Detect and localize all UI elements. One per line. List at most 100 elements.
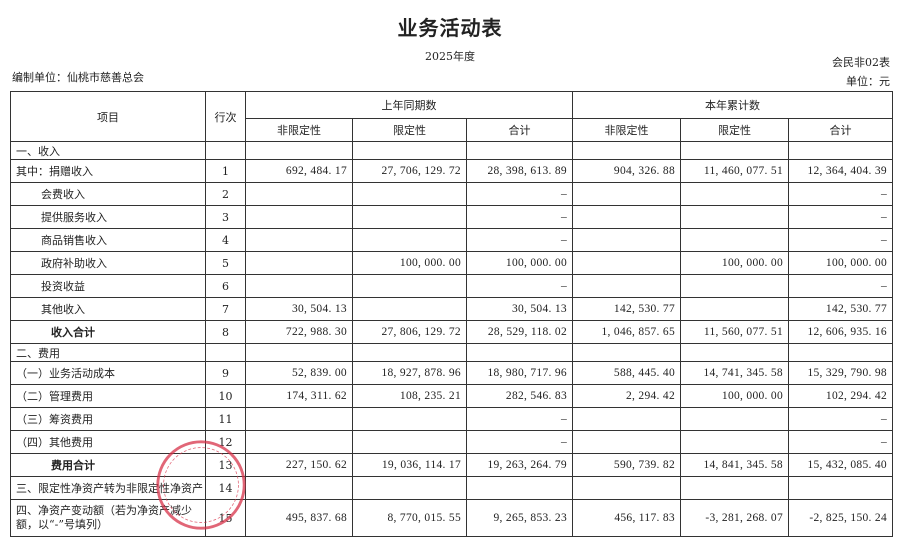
cell-current-restricted: 14, 841, 345. 58 bbox=[680, 453, 789, 477]
row-item-label: 其中：捐赠收入 bbox=[10, 159, 206, 183]
row-item-label: 提供服务收入 bbox=[10, 205, 206, 229]
cell-current-restricted bbox=[680, 182, 789, 206]
row-item-label: 收入合计 bbox=[10, 320, 206, 344]
cell-current-total bbox=[788, 476, 893, 500]
cell-prior-restricted: 108, 235. 21 bbox=[352, 384, 467, 408]
activity-statement-table: 项目 行次 上年同期数 本年累计数 非限定性 限定性 合计 非限定性 限定性 合… bbox=[10, 91, 893, 537]
row-line-number: 10 bbox=[205, 384, 246, 408]
row-line-number bbox=[205, 141, 246, 160]
cell-current-total bbox=[788, 343, 893, 362]
row-line-number: 13 bbox=[205, 453, 246, 477]
table-row: （二）管理费用 10 174, 311. 62 108, 235. 21 282, 54… bbox=[10, 384, 893, 408]
cell-prior-restricted bbox=[352, 430, 467, 454]
row-item-label: 三、限定性净资产转为非限定性净资产 bbox=[10, 476, 206, 500]
cell-prior-total: – bbox=[466, 407, 573, 431]
cell-prior-unrestricted bbox=[245, 141, 353, 160]
table-row: 提供服务收入 3 – – bbox=[10, 205, 893, 229]
cell-current-total: 102, 294. 42 bbox=[788, 384, 893, 408]
cell-current-total: – bbox=[788, 274, 893, 298]
row-line-number: 1 bbox=[205, 159, 246, 183]
cell-prior-total bbox=[466, 343, 573, 362]
row-item-label: 政府补助收入 bbox=[10, 251, 206, 275]
cell-prior-restricted: 100, 000. 00 bbox=[352, 251, 467, 275]
row-line-number: 11 bbox=[205, 407, 246, 431]
cell-current-unrestricted bbox=[572, 343, 681, 362]
cell-prior-unrestricted bbox=[245, 182, 353, 206]
cell-current-restricted bbox=[680, 297, 789, 321]
cell-current-restricted: 11, 560, 077. 51 bbox=[680, 320, 789, 344]
cell-current-total: – bbox=[788, 407, 893, 431]
cell-prior-total: – bbox=[466, 228, 573, 252]
cell-current-total: 15, 329, 790. 98 bbox=[788, 361, 893, 385]
cell-current-total: 142, 530. 77 bbox=[788, 297, 893, 321]
table-row: 商品销售收入 4 – – bbox=[10, 228, 893, 252]
table-row: （三）筹资费用 11 – – bbox=[10, 407, 893, 431]
cell-prior-total: – bbox=[466, 430, 573, 454]
cell-prior-total bbox=[466, 141, 573, 160]
cell-current-unrestricted bbox=[572, 274, 681, 298]
header-current-restricted: 限定性 bbox=[680, 118, 789, 142]
row-line-number: 6 bbox=[205, 274, 246, 298]
cell-prior-unrestricted bbox=[245, 228, 353, 252]
cell-current-total: 100, 000. 00 bbox=[788, 251, 893, 275]
cell-prior-total: 9, 265, 853. 23 bbox=[466, 499, 573, 537]
table-row: 收入合计 8 722, 988. 30 27, 806, 129. 72 28, 529… bbox=[10, 320, 893, 344]
row-line-number: 2 bbox=[205, 182, 246, 206]
cell-prior-restricted: 27, 806, 129. 72 bbox=[352, 320, 467, 344]
cell-current-total: 15, 432, 085. 40 bbox=[788, 453, 893, 477]
cell-current-restricted: 14, 741, 345. 58 bbox=[680, 361, 789, 385]
row-item-label: 商品销售收入 bbox=[10, 228, 206, 252]
cell-current-unrestricted bbox=[572, 407, 681, 431]
cell-prior-unrestricted: 227, 150. 62 bbox=[245, 453, 353, 477]
preparing-organization: 编制单位：仙桃市慈善总会 bbox=[12, 71, 144, 84]
header-prior-period: 上年同期数 bbox=[245, 91, 573, 119]
cell-prior-unrestricted bbox=[245, 274, 353, 298]
cell-prior-restricted: 27, 706, 129. 72 bbox=[352, 159, 467, 183]
cell-prior-total: 282, 546. 83 bbox=[466, 384, 573, 408]
cell-prior-total: 28, 398, 613. 89 bbox=[466, 159, 573, 183]
cell-current-total: – bbox=[788, 430, 893, 454]
table-row: 其中：捐赠收入 1 692, 484. 17 27, 706, 129. 72 28, … bbox=[10, 159, 893, 183]
cell-current-restricted bbox=[680, 205, 789, 229]
row-line-number: 5 bbox=[205, 251, 246, 275]
cell-current-restricted: 100, 000. 00 bbox=[680, 251, 789, 275]
cell-current-unrestricted bbox=[572, 251, 681, 275]
cell-prior-restricted bbox=[352, 205, 467, 229]
cell-prior-total: – bbox=[466, 182, 573, 206]
cell-current-unrestricted: 904, 326. 88 bbox=[572, 159, 681, 183]
cell-current-unrestricted: 456, 117. 83 bbox=[572, 499, 681, 537]
table-row: 其他收入 7 30, 504. 13 30, 504. 13 142, 530. 77 1… bbox=[10, 297, 893, 321]
header-prior-restricted: 限定性 bbox=[352, 118, 467, 142]
row-item-label: （一）业务活动成本 bbox=[10, 361, 206, 385]
row-item-label: 一、收入 bbox=[10, 141, 206, 160]
row-item-label: （三）筹资费用 bbox=[10, 407, 206, 431]
cell-prior-restricted bbox=[352, 407, 467, 431]
cell-prior-restricted: 18, 927, 878. 96 bbox=[352, 361, 467, 385]
cell-prior-unrestricted bbox=[245, 343, 353, 362]
table-row: 一、收入 bbox=[10, 141, 893, 160]
cell-prior-unrestricted bbox=[245, 251, 353, 275]
cell-prior-unrestricted: 495, 837. 68 bbox=[245, 499, 353, 537]
cell-prior-restricted bbox=[352, 297, 467, 321]
cell-prior-total: 18, 980, 717. 96 bbox=[466, 361, 573, 385]
cell-prior-total: – bbox=[466, 274, 573, 298]
cell-current-restricted bbox=[680, 430, 789, 454]
header-current-total: 合计 bbox=[788, 118, 893, 142]
cell-prior-restricted bbox=[352, 182, 467, 206]
row-item-label: （二）管理费用 bbox=[10, 384, 206, 408]
header-current-unrestricted: 非限定性 bbox=[572, 118, 681, 142]
cell-current-unrestricted bbox=[572, 430, 681, 454]
form-number: 会民非02表 bbox=[832, 56, 890, 69]
cell-current-restricted bbox=[680, 476, 789, 500]
cell-prior-restricted bbox=[352, 343, 467, 362]
cell-prior-unrestricted bbox=[245, 476, 353, 500]
cell-prior-restricted bbox=[352, 476, 467, 500]
cell-prior-total: 19, 263, 264. 79 bbox=[466, 453, 573, 477]
cell-current-unrestricted bbox=[572, 182, 681, 206]
cell-prior-restricted bbox=[352, 141, 467, 160]
cell-prior-restricted bbox=[352, 274, 467, 298]
cell-prior-restricted: 19, 036, 114. 17 bbox=[352, 453, 467, 477]
row-line-number: 12 bbox=[205, 430, 246, 454]
cell-current-unrestricted: 590, 739. 82 bbox=[572, 453, 681, 477]
document-title: 业务活动表 bbox=[397, 16, 503, 40]
